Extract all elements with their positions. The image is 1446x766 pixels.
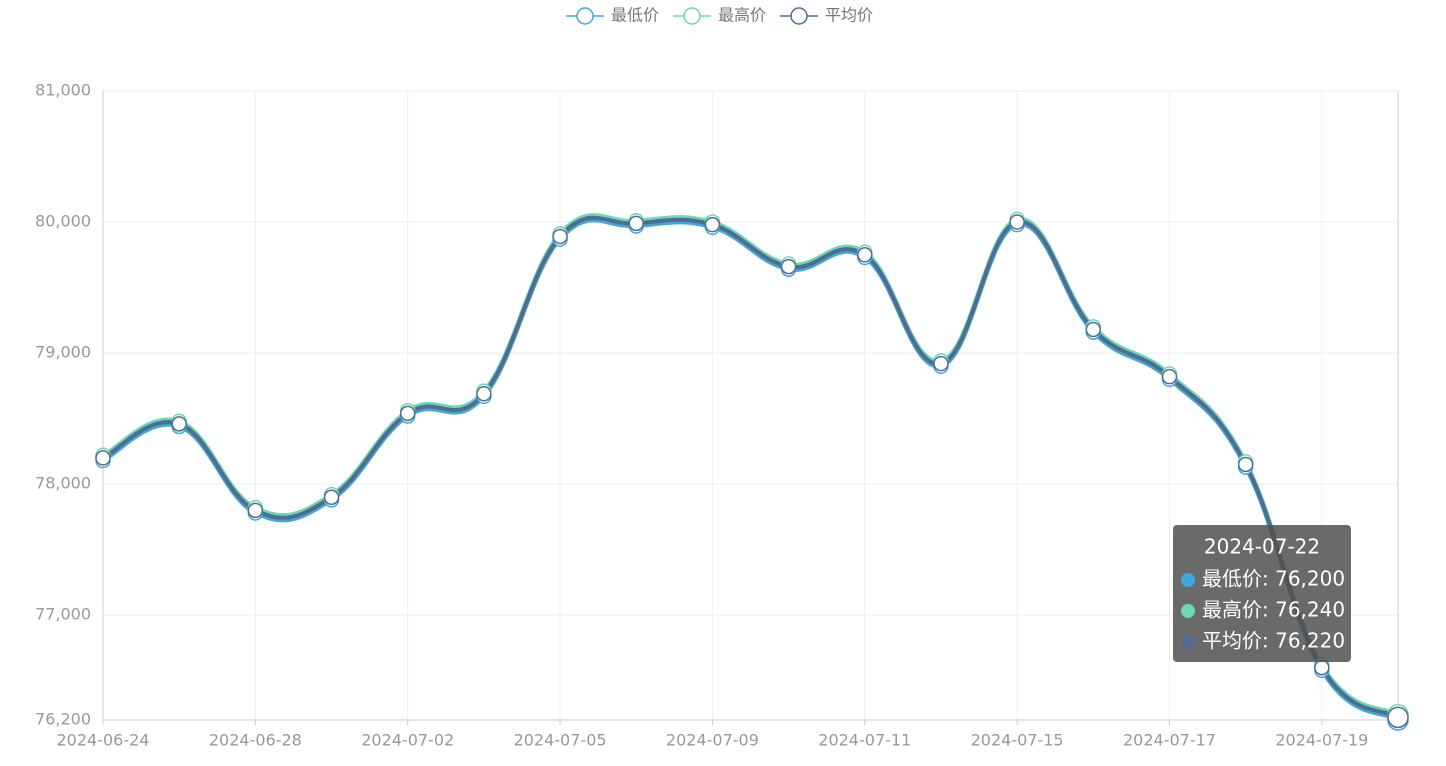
data-point — [1009, 214, 1025, 230]
y-tick-label: 80,000 — [35, 212, 91, 231]
tooltip-line: 最低价: 76,200 — [1202, 567, 1345, 591]
data-point — [399, 405, 416, 422]
x-tick-label: 2024-07-09 — [666, 731, 759, 750]
legend-marker — [576, 7, 594, 25]
legend-item: 平均价 — [780, 6, 873, 25]
y-tick-label: 77,000 — [35, 605, 91, 624]
x-tick-label: 2024-07-17 — [1123, 731, 1216, 750]
tooltip-dot — [1181, 573, 1195, 587]
x-tick-label: 2024-06-28 — [209, 731, 302, 750]
data-point — [552, 228, 568, 245]
data-point — [171, 416, 187, 432]
x-tick-label: 2024-07-11 — [818, 731, 911, 750]
x-tick-label: 2024-07-15 — [971, 731, 1064, 750]
tooltip-dot — [1181, 604, 1195, 618]
data-point — [1237, 456, 1254, 473]
x-tick-label: 2024-07-05 — [514, 731, 607, 750]
data-point — [857, 247, 873, 263]
data-point — [1314, 659, 1330, 676]
y-tick-label: 79,000 — [35, 343, 91, 362]
data-point — [476, 385, 492, 402]
y-tick-label: 76,200 — [35, 710, 91, 729]
tooltip-title: 2024-07-22 — [1204, 535, 1320, 559]
tooltip-box — [1173, 525, 1351, 662]
y-tick-label: 81,000 — [35, 81, 91, 100]
y-tick-label: 78,000 — [35, 474, 91, 493]
legend-label: 最高价 — [718, 6, 766, 25]
tooltip: 2024-07-22 最低价: 76,200 最高价: 76,240 平均价: 76,… — [1173, 525, 1351, 662]
legend-item: 最低价 — [566, 6, 659, 25]
legend-item: 最高价 — [673, 6, 766, 25]
x-tick-label: 2024-07-02 — [361, 731, 454, 750]
legend-marker — [790, 7, 808, 25]
data-point — [628, 215, 644, 232]
tooltip-dot — [1181, 635, 1195, 649]
data-point — [780, 258, 797, 275]
legend-label: 平均价 — [825, 6, 873, 25]
data-point — [1387, 706, 1409, 729]
tooltip-line: 平均价: 76,220 — [1202, 629, 1345, 653]
data-point — [704, 216, 721, 233]
legend-label: 最低价 — [611, 6, 659, 25]
data-point — [1085, 321, 1102, 338]
x-tick-label: 2024-07-19 — [1275, 731, 1368, 750]
tooltip-line: 最高价: 76,240 — [1202, 598, 1345, 622]
data-point — [323, 489, 340, 505]
data-point — [1161, 368, 1178, 385]
data-point — [95, 450, 111, 466]
x-tick-label: 2024-06-24 — [57, 731, 150, 750]
data-point — [933, 355, 949, 372]
data-point — [247, 502, 264, 519]
legend-marker — [683, 7, 701, 25]
